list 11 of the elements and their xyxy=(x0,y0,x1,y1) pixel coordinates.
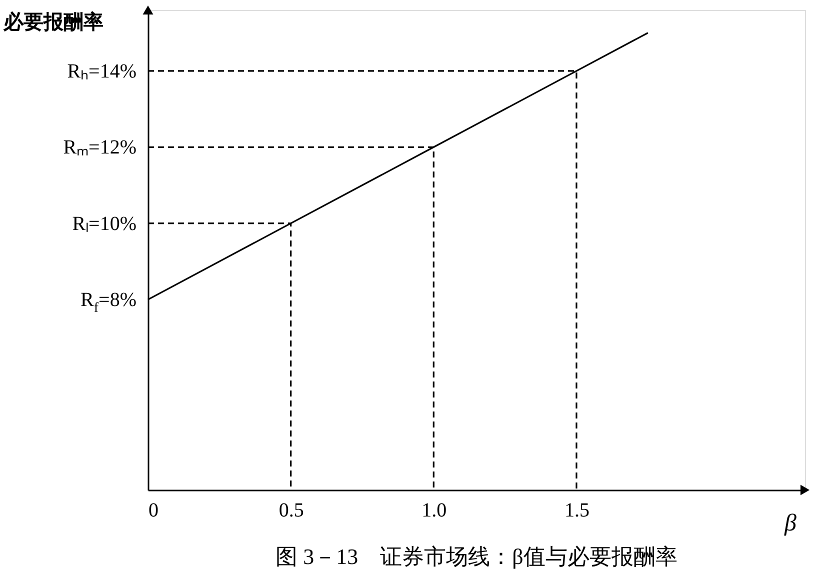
x-tick-label: 0.5 xyxy=(278,500,304,522)
y-tick-label: Rₕ=14% xyxy=(67,60,136,82)
y-tick-label: R$_{f}$=8% xyxy=(80,289,136,316)
y-tick-label: Rₘ=12% xyxy=(63,136,136,159)
y-axis-title: 必要报酬率 xyxy=(2,10,104,34)
x-axis-title: β xyxy=(784,510,797,536)
text: 图 3－13 证券市场线：β值与必要报酬率 xyxy=(276,544,678,569)
x-tick-label: 1.5 xyxy=(564,500,590,522)
x-tick-label: 1.0 xyxy=(422,500,447,522)
x-tick-label: 0 xyxy=(148,500,158,522)
y-tick-label: Rₗ=10% xyxy=(72,212,136,235)
